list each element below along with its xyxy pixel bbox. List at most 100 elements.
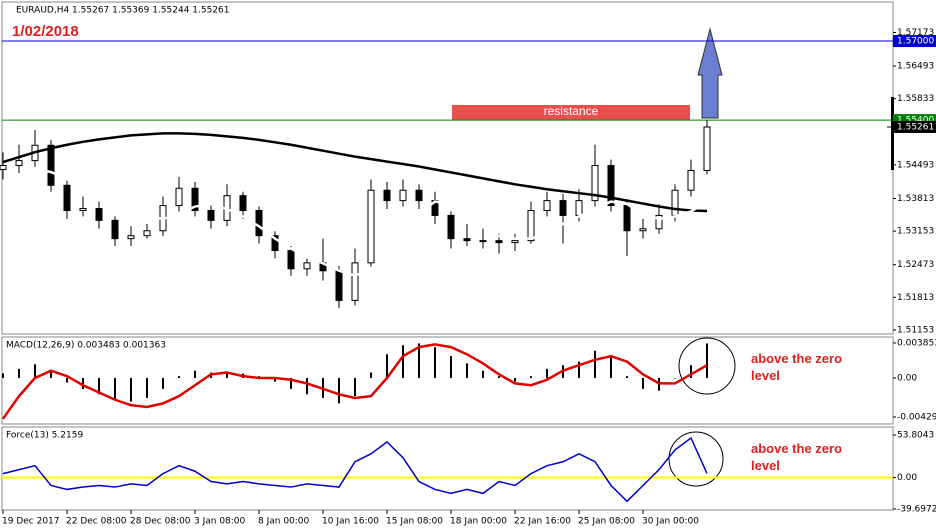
force-note: above the zero level <box>751 441 843 473</box>
y-tick-label: 1.56493 <box>897 62 934 72</box>
macd-bar <box>642 377 644 389</box>
y-tick-label: 0.00 <box>897 373 917 383</box>
macd-bar <box>2 373 4 378</box>
macd-circle <box>678 337 736 395</box>
level-tag <box>893 35 936 48</box>
date-note: 1/02/2018 <box>12 23 79 40</box>
x-tick-label: 22 Dec 08:00 <box>66 517 127 527</box>
macd-bar <box>66 377 68 383</box>
macd-bar <box>466 363 468 378</box>
price-frame <box>1 1 894 335</box>
macd-bar <box>706 343 708 378</box>
macd-bar <box>146 377 148 398</box>
candle-body <box>287 250 295 270</box>
macd-bar <box>338 377 340 404</box>
macd-bar <box>402 345 404 378</box>
macd-bar <box>530 376 532 378</box>
macd-bar <box>626 376 628 378</box>
candle-body <box>207 209 215 221</box>
macd-bar <box>98 377 100 395</box>
y-tick-label: 0.003853 <box>897 338 936 348</box>
candle-body <box>47 144 55 186</box>
macd-bar <box>194 370 196 378</box>
macd-title: MACD(12,26,9) 0.003483 0.001363 <box>6 341 166 351</box>
candle-body <box>607 165 615 207</box>
candle-body <box>15 160 23 167</box>
last-price-tag <box>893 120 936 133</box>
candle-body <box>383 189 391 202</box>
x-tick-label: 10 Jan 16:00 <box>322 517 379 527</box>
y-tick-label: 1.51813 <box>897 293 934 303</box>
candle-body <box>95 208 103 221</box>
macd-bar <box>306 377 308 395</box>
x-tick-label: 19 Dec 2017 <box>2 517 60 527</box>
candle-body <box>127 235 135 240</box>
x-tick-label: 15 Jan 08:00 <box>386 517 443 527</box>
y-tick-label: 1.51153 <box>897 325 934 335</box>
level-label: 1.57000 <box>897 37 934 47</box>
macd-bar <box>290 377 292 389</box>
macd-bar <box>354 377 356 397</box>
moving-average <box>2 168 708 278</box>
y-tick-label: 1.57173 <box>897 28 934 38</box>
y-tick-label: 1.52473 <box>897 260 934 270</box>
candle-body <box>79 208 87 211</box>
macd-bar <box>546 368 548 378</box>
candle-body <box>271 235 279 252</box>
candle-body <box>559 200 567 216</box>
x-tick-label: 3 Jan 08:00 <box>194 517 246 527</box>
x-tick-label: 25 Jan 08:00 <box>578 517 635 527</box>
scale-marker <box>891 97 894 170</box>
candle-body <box>255 209 263 237</box>
force-title: Force(13) 5.2159 <box>6 431 83 441</box>
macd-bar <box>514 377 516 382</box>
resistance-label: resistance <box>544 104 599 118</box>
candle-body <box>703 126 711 171</box>
force-line <box>2 436 708 503</box>
x-tick-label: 28 Dec 08:00 <box>130 517 191 527</box>
macd-bar <box>498 376 500 378</box>
y-tick-label: 1.53153 <box>897 227 934 237</box>
y-tick-label: 53.8043 <box>897 430 934 440</box>
level-label: 1.55400 <box>897 116 934 126</box>
y-tick-label: 1.54493 <box>897 160 934 170</box>
macd-note: above the zero level <box>751 351 843 383</box>
x-tick-label: 18 Jan 00:00 <box>450 517 507 527</box>
macd-bar <box>674 377 676 379</box>
candle-body <box>447 214 455 240</box>
y-tick-label: 0.00 <box>897 473 917 483</box>
candle-body <box>191 187 199 211</box>
candle-body <box>239 195 247 211</box>
candle-body <box>687 169 695 191</box>
candle-body <box>671 189 679 216</box>
candle-body <box>591 165 599 202</box>
y-tick-label: 1.53813 <box>897 194 934 204</box>
last-price-label: 1.55261 <box>897 122 934 132</box>
moving-average <box>2 132 708 213</box>
price-title: EURAUD,H4 1.55267 1.55369 1.55244 1.5526… <box>16 6 230 16</box>
macd-signal <box>1 343 708 420</box>
candle-body <box>639 228 647 232</box>
macd-bar <box>34 364 36 378</box>
candle-body <box>495 240 503 244</box>
x-tick-label: 22 Jan 16:00 <box>514 517 571 527</box>
y-tick-label: -39.6972 <box>897 504 936 514</box>
macd-bar <box>482 370 484 378</box>
candle-body <box>463 238 471 242</box>
macd-bar <box>370 372 372 378</box>
macd-frame <box>1 336 894 425</box>
macd-bar <box>610 356 612 378</box>
candle-body <box>351 262 359 301</box>
macd-bar <box>386 354 388 378</box>
candle-body <box>63 184 71 211</box>
macd-bar <box>594 350 596 378</box>
y-tick-label: 1.55833 <box>897 94 934 104</box>
candle-body <box>399 189 407 202</box>
candle-body <box>415 189 423 202</box>
candle-body <box>0 165 7 170</box>
macd-bar <box>18 368 20 378</box>
candle-body <box>143 230 151 237</box>
candle-body <box>335 270 343 301</box>
